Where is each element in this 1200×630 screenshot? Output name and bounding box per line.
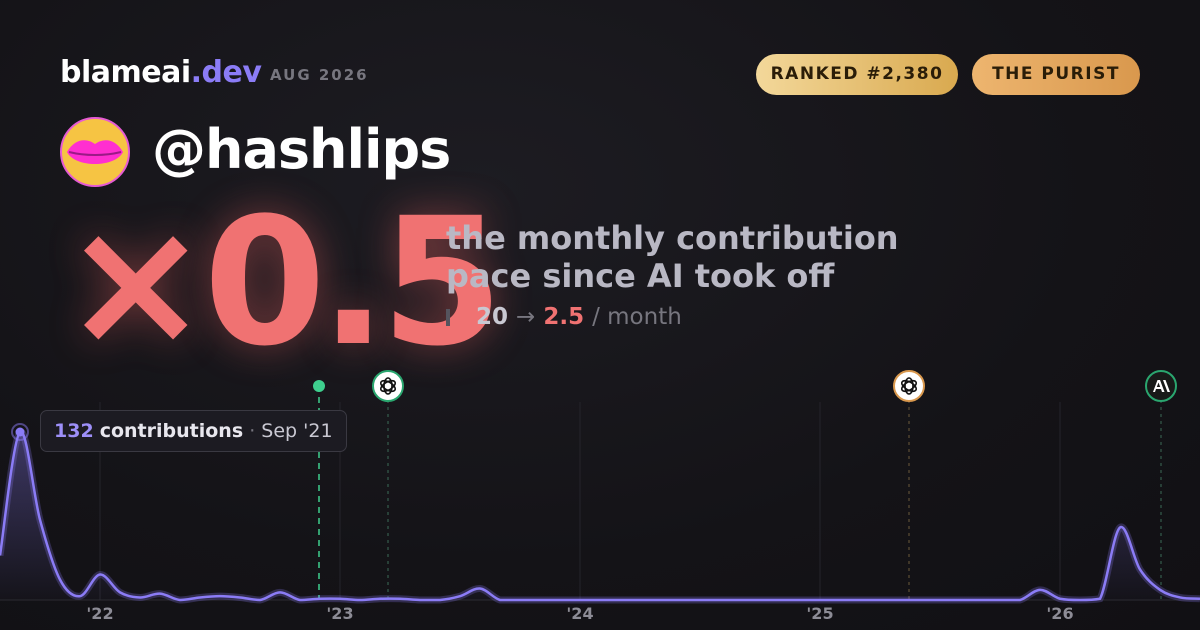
tooltip-separator: · [249, 420, 256, 442]
x-tick-label: '23 [326, 604, 353, 623]
pace: 20 → 2.5 / month [476, 304, 682, 330]
x-tick-label: '26 [1046, 604, 1073, 623]
area [0, 431, 1200, 600]
x-tick-label: '24 [566, 604, 593, 623]
openai-icon [893, 370, 925, 402]
description-line: pace since AI took off [446, 257, 835, 295]
brand: blameai.dev [60, 55, 262, 90]
handle: @hashlips [152, 118, 451, 181]
tooltip-label: contributions [99, 420, 244, 442]
archetype-badge: THE PURIST [972, 54, 1140, 95]
openai-icon [372, 370, 404, 402]
pace-after: 2.5 [543, 304, 585, 330]
pace-unit: / month [592, 304, 682, 330]
description-line: the monthly contribution [446, 219, 899, 257]
tooltip: 132 contributions · Sep '21 [40, 410, 347, 452]
tooltip-value: 132 [54, 420, 94, 442]
line [0, 430, 1200, 602]
pace-before: 20 [476, 304, 509, 330]
line-glow [0, 428, 1200, 604]
brand-name: blameai [60, 55, 191, 90]
pace-arrow: → [516, 304, 536, 330]
brand-domain: .dev [190, 55, 262, 90]
pace-icon [446, 309, 461, 326]
events [313, 370, 1177, 600]
x-tick-label: '22 [86, 604, 113, 623]
x-tick-label: '25 [806, 604, 833, 623]
tooltip-date: Sep '21 [261, 420, 333, 442]
event-dot [313, 380, 325, 392]
date: AUG 2026 [270, 66, 369, 84]
peak-ring [11, 423, 29, 441]
multiplier: ×0.5 [62, 180, 503, 385]
avatar [60, 117, 130, 187]
anthropic-icon [1145, 370, 1177, 402]
rank-badge: RANKED #2,380 [756, 54, 958, 95]
peak-dot [15, 427, 25, 437]
